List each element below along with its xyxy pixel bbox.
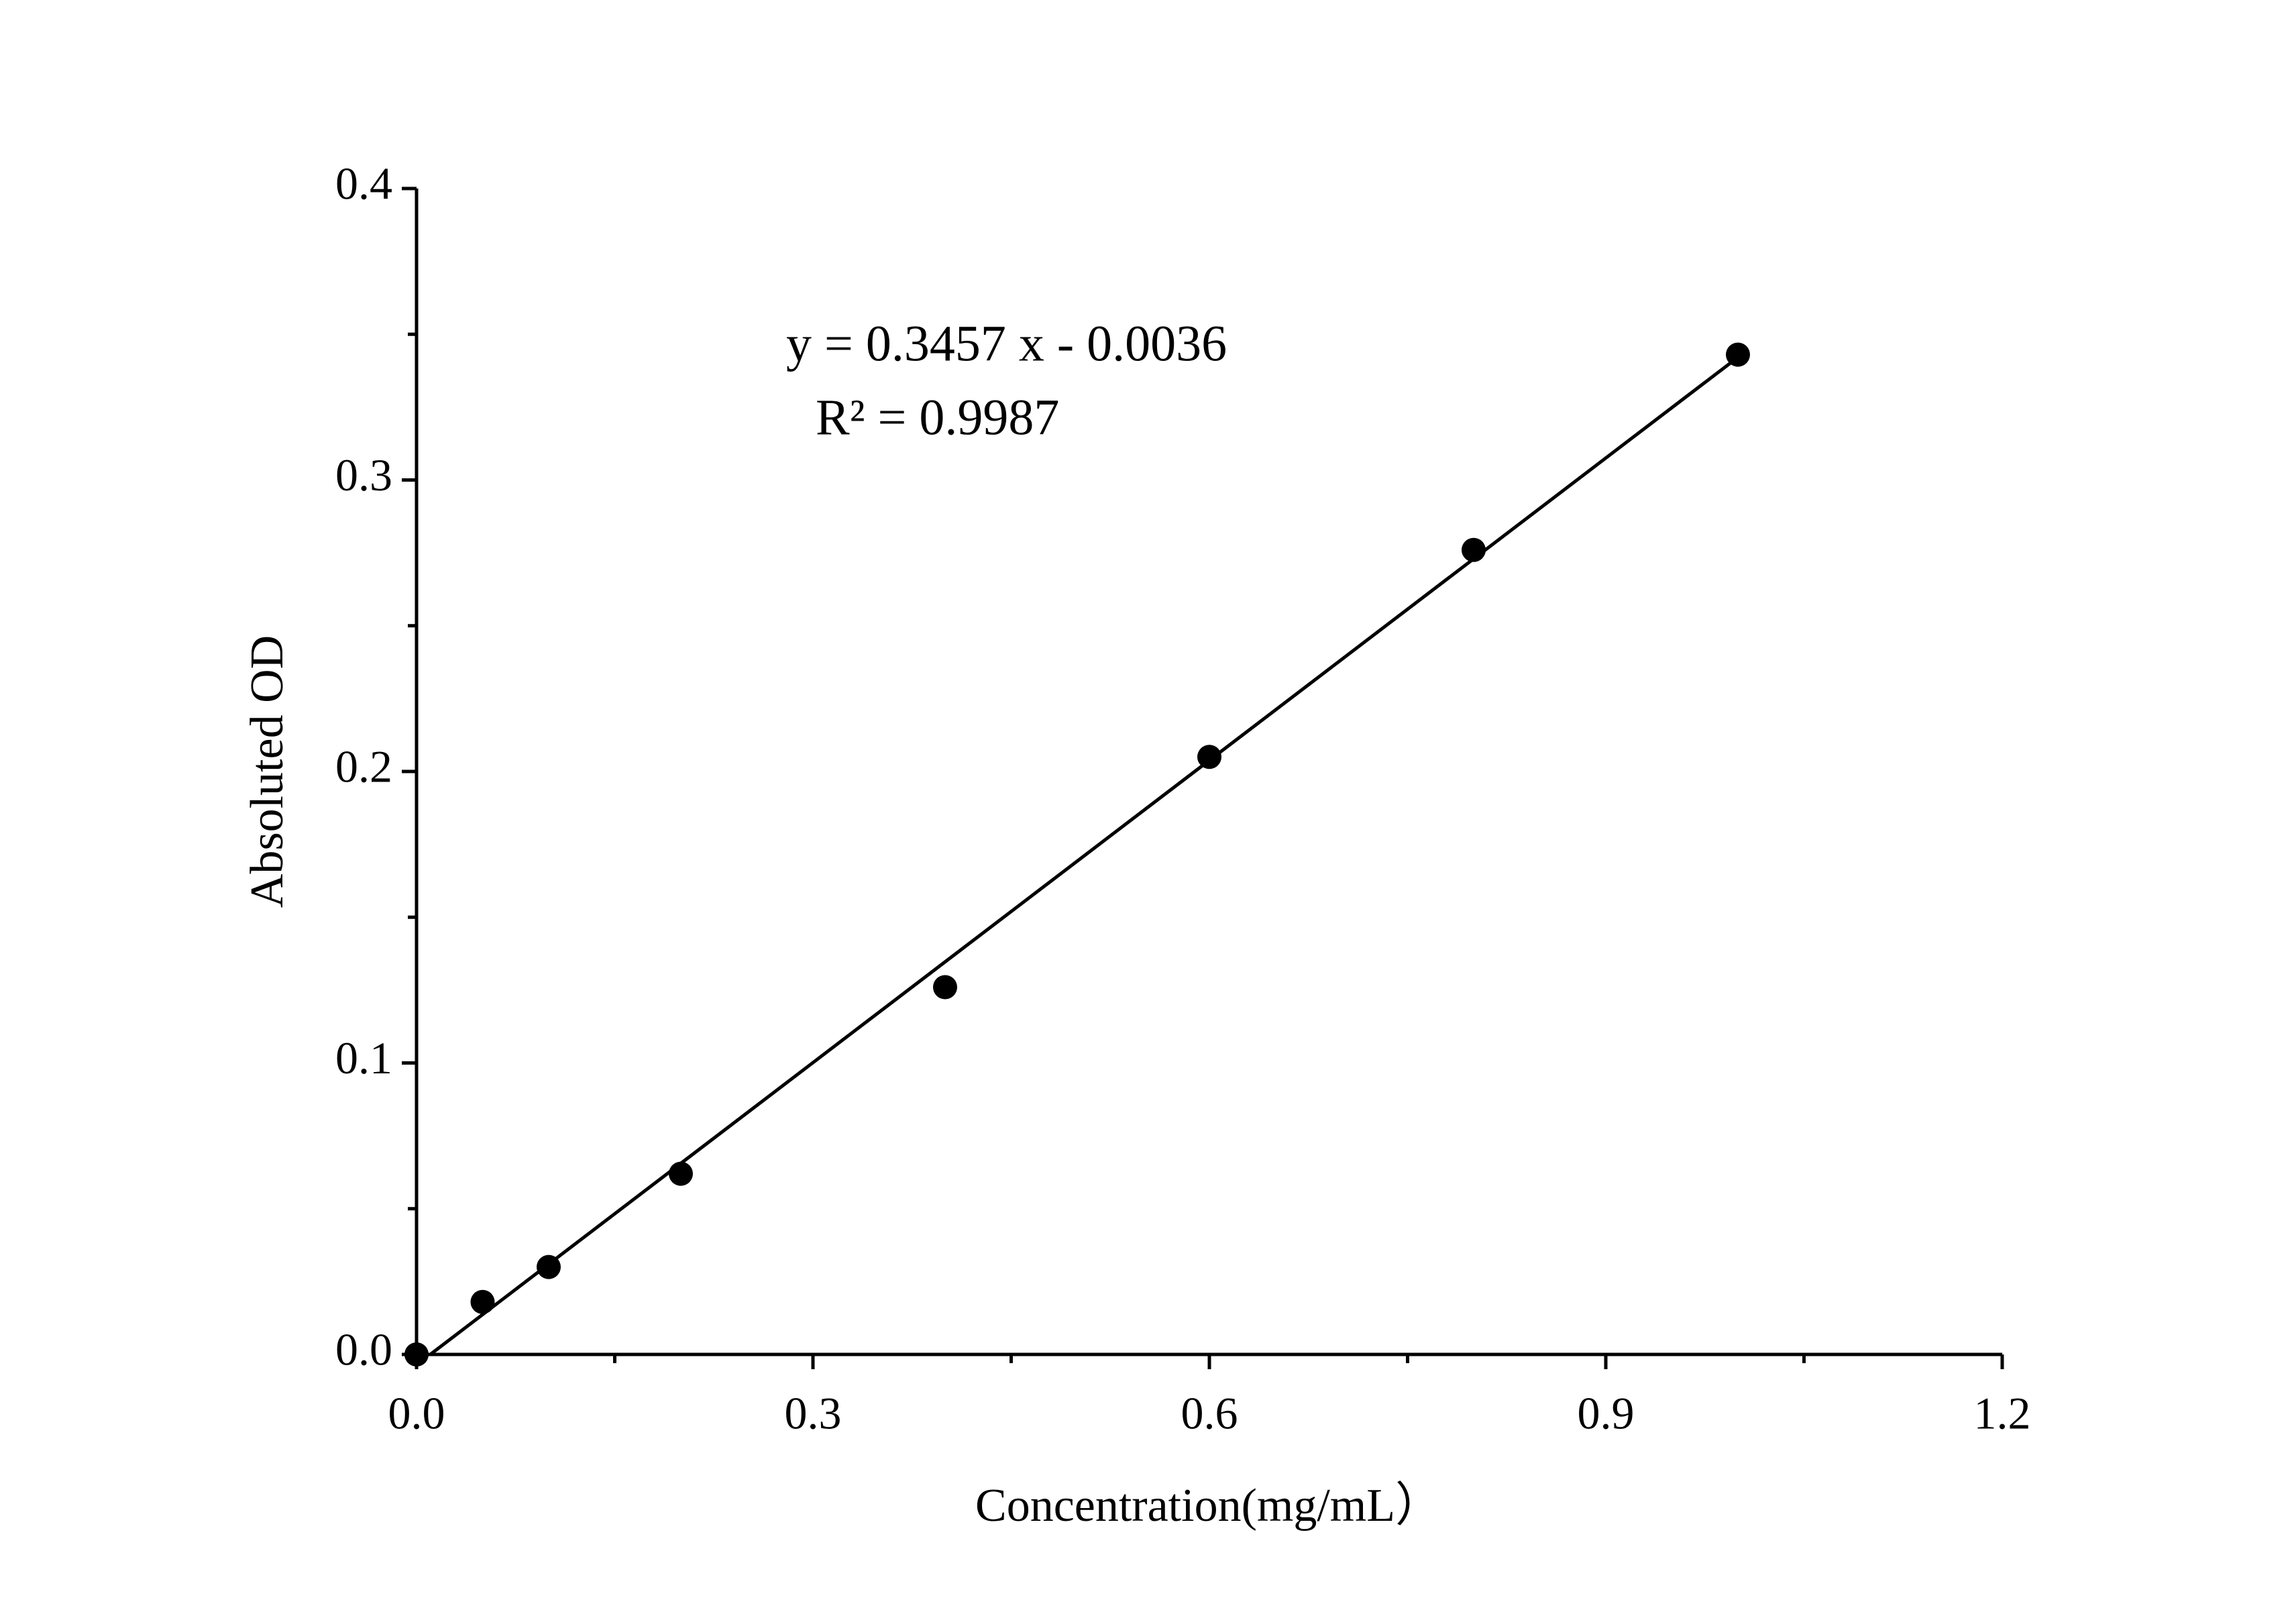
y-tick-label: 0.4 [335,158,392,209]
data-point [537,1254,561,1279]
y-tick-label: 0.3 [335,449,392,500]
data-point [933,975,957,1000]
y-axis-title: Absoluted OD [241,635,293,908]
x-tick-label: 0.3 [785,1388,842,1439]
x-tick-label: 0.0 [388,1388,445,1439]
data-point [1726,342,1750,367]
x-tick-label: 0.6 [1181,1388,1238,1439]
data-point [1197,745,1221,769]
data-point [404,1342,429,1367]
y-tick-label: 0.1 [335,1032,392,1083]
equation: y = 0.3457 x - 0.0036 [786,315,1227,372]
y-tick-label: 0.2 [335,741,392,792]
data-point [669,1161,693,1186]
y-tick-label: 0.0 [335,1324,392,1375]
r-squared: R² = 0.9987 [816,389,1059,445]
fit-line [429,356,1739,1356]
data-point [1462,537,1486,562]
x-axis-title: Concentration(mg/mL） [975,1480,1442,1532]
data-point [470,1289,495,1314]
x-tick-label: 0.9 [1578,1388,1635,1439]
x-tick-label: 1.2 [1974,1388,2031,1439]
